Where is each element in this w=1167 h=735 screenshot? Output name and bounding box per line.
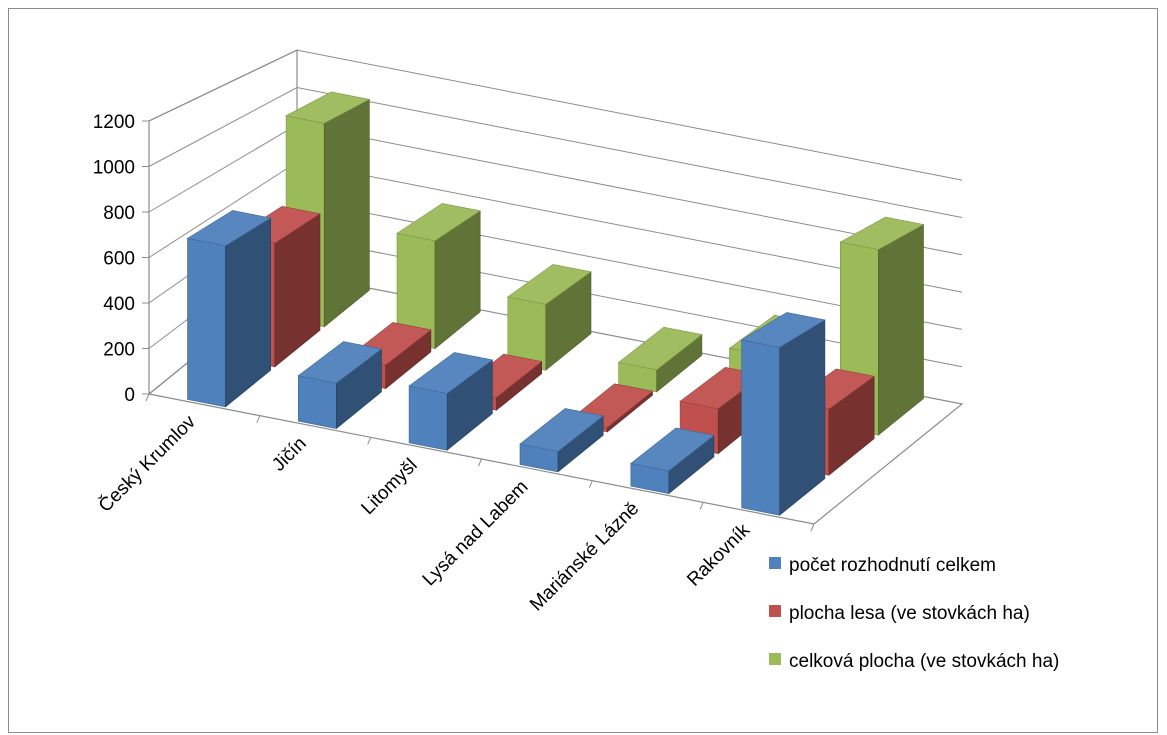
chart-frame: 0 200 400 600 800 1000 1200 Český Krumlov Jičín… bbox=[8, 8, 1158, 733]
category-label: Litomyšl bbox=[357, 455, 421, 519]
y-axis-ticks: 0 200 400 600 800 1000 1200 bbox=[93, 112, 149, 406]
legend: počet rozhodnutí celkem plocha lesa (ve s… bbox=[769, 555, 1059, 672]
bar-1-4 bbox=[519, 408, 604, 473]
legend-swatch bbox=[769, 557, 781, 569]
bar-1-5 bbox=[630, 427, 715, 495]
bar-layer bbox=[186, 91, 925, 516]
y-tick-label: 800 bbox=[103, 203, 135, 224]
category-label: Lysá nad Labem bbox=[419, 477, 533, 591]
category-tick bbox=[256, 415, 261, 423]
bar-3-2 bbox=[396, 203, 481, 350]
category-tick bbox=[145, 393, 150, 402]
y-tick-label: 200 bbox=[103, 340, 135, 361]
category-tick bbox=[367, 437, 372, 445]
gridline bbox=[148, 49, 963, 181]
chart-svg: 0 200 400 600 800 1000 1200 Český Krumlov Jičín… bbox=[93, 49, 1059, 672]
category-tick bbox=[699, 502, 704, 510]
category-tick bbox=[810, 523, 815, 532]
category-label: Mariánské Lázně bbox=[526, 498, 643, 615]
legend-label: celková plocha (ve stovkách ha) bbox=[789, 651, 1059, 672]
legend-swatch bbox=[769, 653, 781, 665]
category-tick bbox=[588, 480, 593, 488]
legend-label: počet rozhodnutí celkem bbox=[789, 555, 996, 576]
bar-1-6 bbox=[740, 312, 826, 516]
legend-swatch bbox=[769, 605, 781, 617]
y-tick-label: 1200 bbox=[93, 112, 135, 133]
category-label: Rakovník bbox=[683, 520, 754, 591]
y-tick-label: 600 bbox=[103, 249, 135, 270]
y-tick-label: 1000 bbox=[93, 158, 135, 179]
category-label: Jičín bbox=[268, 433, 310, 475]
bar-3-4 bbox=[617, 326, 703, 393]
gridline bbox=[148, 86, 963, 218]
bar-1-3 bbox=[408, 352, 494, 451]
y-tick-label: 400 bbox=[103, 294, 135, 315]
bar-1-1 bbox=[186, 210, 272, 408]
legend-label: plocha lesa (ve stovkách ha) bbox=[789, 603, 1030, 624]
bar-3-3 bbox=[507, 264, 592, 371]
category-label: Český Krumlov bbox=[94, 410, 200, 516]
category-tick bbox=[478, 458, 482, 467]
bar-1-2 bbox=[297, 341, 383, 430]
y-tick-label: 0 bbox=[124, 385, 135, 406]
